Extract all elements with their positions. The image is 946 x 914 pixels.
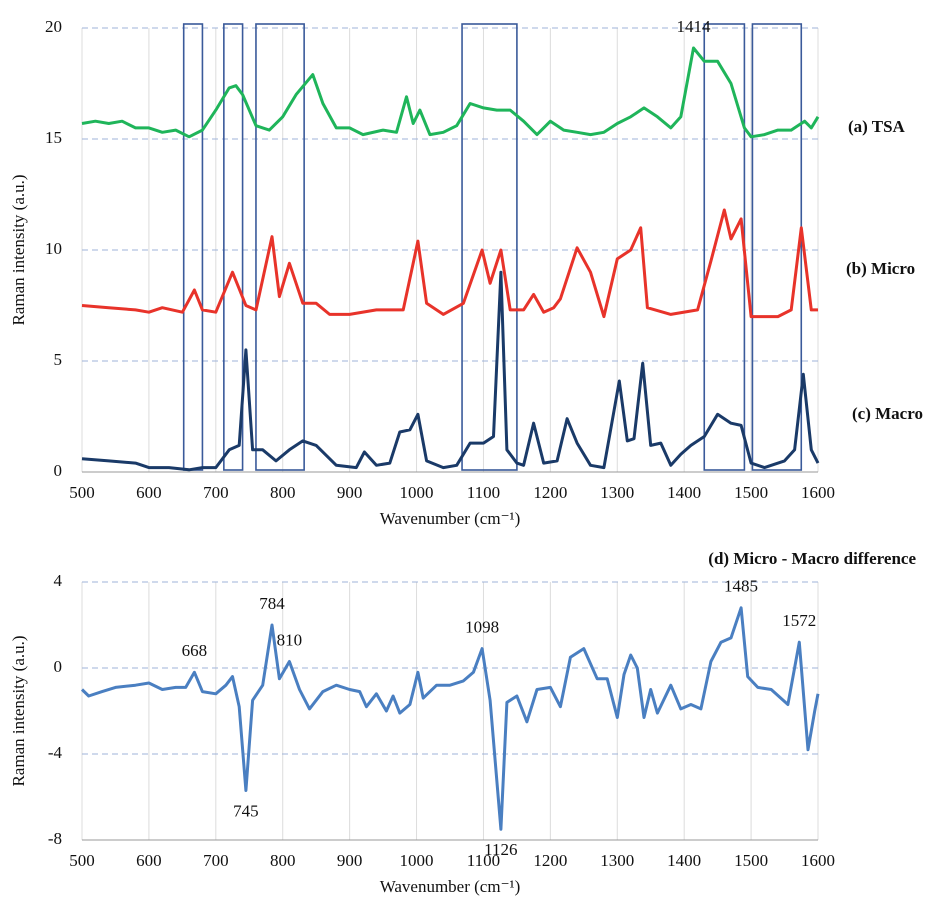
- x-axis-label: Wavenumber (cm⁻¹): [380, 509, 521, 528]
- x-tick-label: 1600: [801, 851, 835, 870]
- peak-label: 1098: [465, 618, 499, 637]
- series-line: [81, 208, 818, 319]
- series-line: [81, 270, 820, 472]
- peak-label: 1572: [782, 611, 816, 630]
- series-label: (a) TSA: [848, 117, 906, 136]
- y-tick-label: 0: [54, 461, 63, 480]
- y-tick-label: 0: [54, 657, 63, 676]
- highlight-region: [223, 23, 244, 471]
- peak-label: 1485: [724, 577, 758, 596]
- y-axis-label: Raman intensity (a.u.): [9, 635, 28, 786]
- x-tick-label: 1000: [400, 851, 434, 870]
- series-line: [80, 606, 820, 831]
- x-axis-label: Wavenumber (cm⁻¹): [380, 877, 521, 896]
- y-axis-label: Raman intensity (a.u.): [9, 174, 28, 325]
- y-tick-label: 10: [45, 239, 62, 258]
- x-tick-label: 600: [136, 851, 162, 870]
- x-tick-label: 1100: [467, 483, 500, 502]
- x-tick-label: 1500: [734, 483, 768, 502]
- y-tick-label: 5: [54, 350, 63, 369]
- x-tick-label: 800: [270, 851, 296, 870]
- x-tick-label: 1400: [667, 483, 701, 502]
- chart-title: (d) Micro - Macro difference: [708, 549, 916, 568]
- peak-label: 1414: [677, 17, 712, 36]
- peak-label: 1126: [484, 840, 517, 859]
- x-tick-label: 500: [69, 483, 95, 502]
- series-label: (c) Macro: [852, 404, 923, 423]
- peak-label: 745: [233, 801, 259, 820]
- x-tick-label: 500: [69, 851, 95, 870]
- x-tick-label: 900: [337, 851, 363, 870]
- x-tick-label: 1500: [734, 851, 768, 870]
- x-tick-label: 700: [203, 851, 229, 870]
- x-tick-label: 1000: [400, 483, 434, 502]
- peak-label: 784: [259, 594, 285, 613]
- x-tick-label: 1100: [467, 851, 500, 870]
- y-tick-label: 20: [45, 17, 62, 36]
- series-label: (b) Micro: [846, 259, 915, 278]
- highlight-region: [751, 23, 803, 471]
- x-tick-label: 1300: [600, 483, 634, 502]
- highlight-region: [182, 23, 204, 471]
- highlight-region: [461, 23, 518, 471]
- y-tick-label: -8: [48, 829, 62, 848]
- y-tick-label: 15: [45, 128, 62, 147]
- x-tick-label: 900: [337, 483, 363, 502]
- peak-label: 810: [277, 630, 303, 649]
- x-tick-label: 1300: [600, 851, 634, 870]
- x-tick-label: 600: [136, 483, 162, 502]
- x-tick-label: 1400: [667, 851, 701, 870]
- x-tick-label: 700: [203, 483, 229, 502]
- x-tick-label: 800: [270, 483, 296, 502]
- x-tick-label: 1200: [533, 483, 567, 502]
- y-tick-label: 4: [54, 571, 63, 590]
- highlight-region: [255, 23, 305, 471]
- highlight-region: [703, 23, 746, 471]
- x-tick-label: 1600: [801, 483, 835, 502]
- x-tick-label: 1200: [533, 851, 567, 870]
- peak-label: 668: [182, 641, 208, 660]
- y-tick-label: -4: [48, 743, 63, 762]
- series-line: [81, 46, 820, 139]
